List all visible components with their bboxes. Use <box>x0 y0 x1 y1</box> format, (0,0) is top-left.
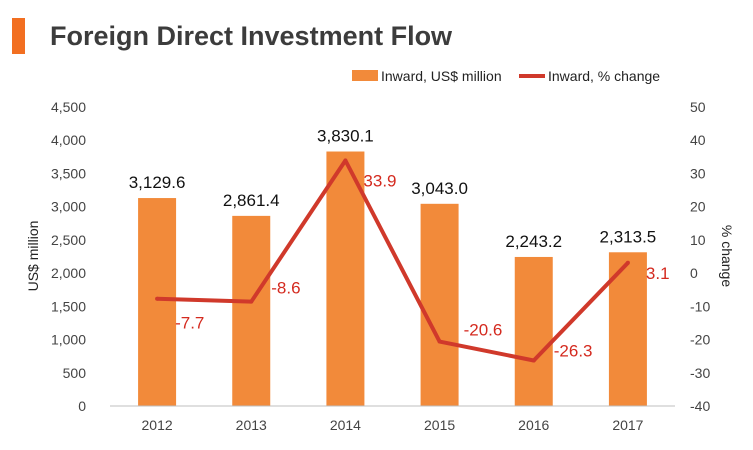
y2-tick-label: -40 <box>690 398 710 414</box>
left-axis: 0 500 1,000 1,500 2,000 2,500 3,000 3,500 4,000 4… <box>51 99 86 414</box>
line-data-label: -8.6 <box>271 279 300 298</box>
y2-tick-label: 30 <box>690 165 706 181</box>
bar-data-label: 2,313.5 <box>600 227 657 246</box>
y-tick-label: 1,500 <box>51 298 86 314</box>
title-accent-bar <box>12 18 25 54</box>
x-tick-label: 2017 <box>612 417 643 433</box>
y-tick-label: 4,000 <box>51 132 86 148</box>
x-tick-label: 2016 <box>518 417 549 433</box>
line-data-labels: -7.7 -8.6 33.9 -20.6 -26.3 3.1 <box>175 171 669 360</box>
line-data-label: -26.3 <box>554 341 593 360</box>
bar <box>420 203 459 406</box>
y-tick-label: 1,000 <box>51 332 86 348</box>
y-axis-title: US$ million <box>25 221 41 292</box>
y-tick-label: 3,000 <box>51 199 86 215</box>
bar-data-label: 3,830.1 <box>317 127 374 146</box>
y2-tick-label: -20 <box>690 332 710 348</box>
line-point <box>343 158 348 163</box>
y2-tick-label: 10 <box>690 232 706 248</box>
bar-data-label: 2,243.2 <box>505 232 562 251</box>
x-axis: 2012 2013 2014 2015 2016 2017 <box>142 417 644 433</box>
y2-tick-label: -10 <box>690 298 710 314</box>
y-tick-label: 0 <box>78 398 86 414</box>
y2-tick-label: -30 <box>690 365 710 381</box>
line-data-label: 33.9 <box>363 171 396 190</box>
line-point <box>249 299 254 304</box>
bar-data-label: 3,129.6 <box>129 173 186 192</box>
legend-bar-swatch <box>352 70 378 81</box>
line-point <box>531 358 536 363</box>
bar-data-label: 2,861.4 <box>223 191 280 210</box>
chart-title: Foreign Direct Investment Flow <box>50 21 453 51</box>
bar <box>232 215 271 406</box>
y-tick-label: 3,500 <box>51 165 86 181</box>
line-point <box>155 296 160 301</box>
line-series <box>155 158 630 363</box>
x-tick-label: 2012 <box>142 417 173 433</box>
bar <box>138 198 177 406</box>
x-tick-label: 2013 <box>236 417 267 433</box>
line-data-label: 3.1 <box>646 264 670 283</box>
y2-axis-title: % change <box>719 225 735 287</box>
bar-data-labels: 3,129.6 2,861.4 3,830.1 3,043.0 2,243.2 2,313… <box>129 127 657 251</box>
line-data-label: -7.7 <box>175 314 204 333</box>
bar <box>514 256 553 406</box>
bar-data-label: 3,043.0 <box>411 179 468 198</box>
y2-tick-label: 50 <box>690 99 706 115</box>
legend: Inward, US$ million Inward, % change <box>352 68 660 84</box>
legend-line-label: Inward, % change <box>548 68 660 84</box>
x-tick-label: 2015 <box>424 417 455 433</box>
y-tick-label: 2,500 <box>51 232 86 248</box>
y-tick-label: 500 <box>63 365 87 381</box>
line-point <box>625 260 630 265</box>
line-path <box>157 158 630 363</box>
legend-bar-label: Inward, US$ million <box>381 68 502 84</box>
bar-series <box>138 151 647 406</box>
bar <box>326 151 365 406</box>
y-tick-label: 2,000 <box>51 265 86 281</box>
x-tick-label: 2014 <box>330 417 361 433</box>
y-tick-label: 4,500 <box>51 99 86 115</box>
line-point <box>437 339 442 344</box>
y2-tick-label: 0 <box>690 265 698 281</box>
y2-tick-label: 20 <box>690 199 706 215</box>
right-axis: -40 -30 -20 -10 0 10 20 30 40 50 <box>690 99 710 414</box>
line-data-label: -20.6 <box>464 321 503 340</box>
y2-tick-label: 40 <box>690 132 706 148</box>
